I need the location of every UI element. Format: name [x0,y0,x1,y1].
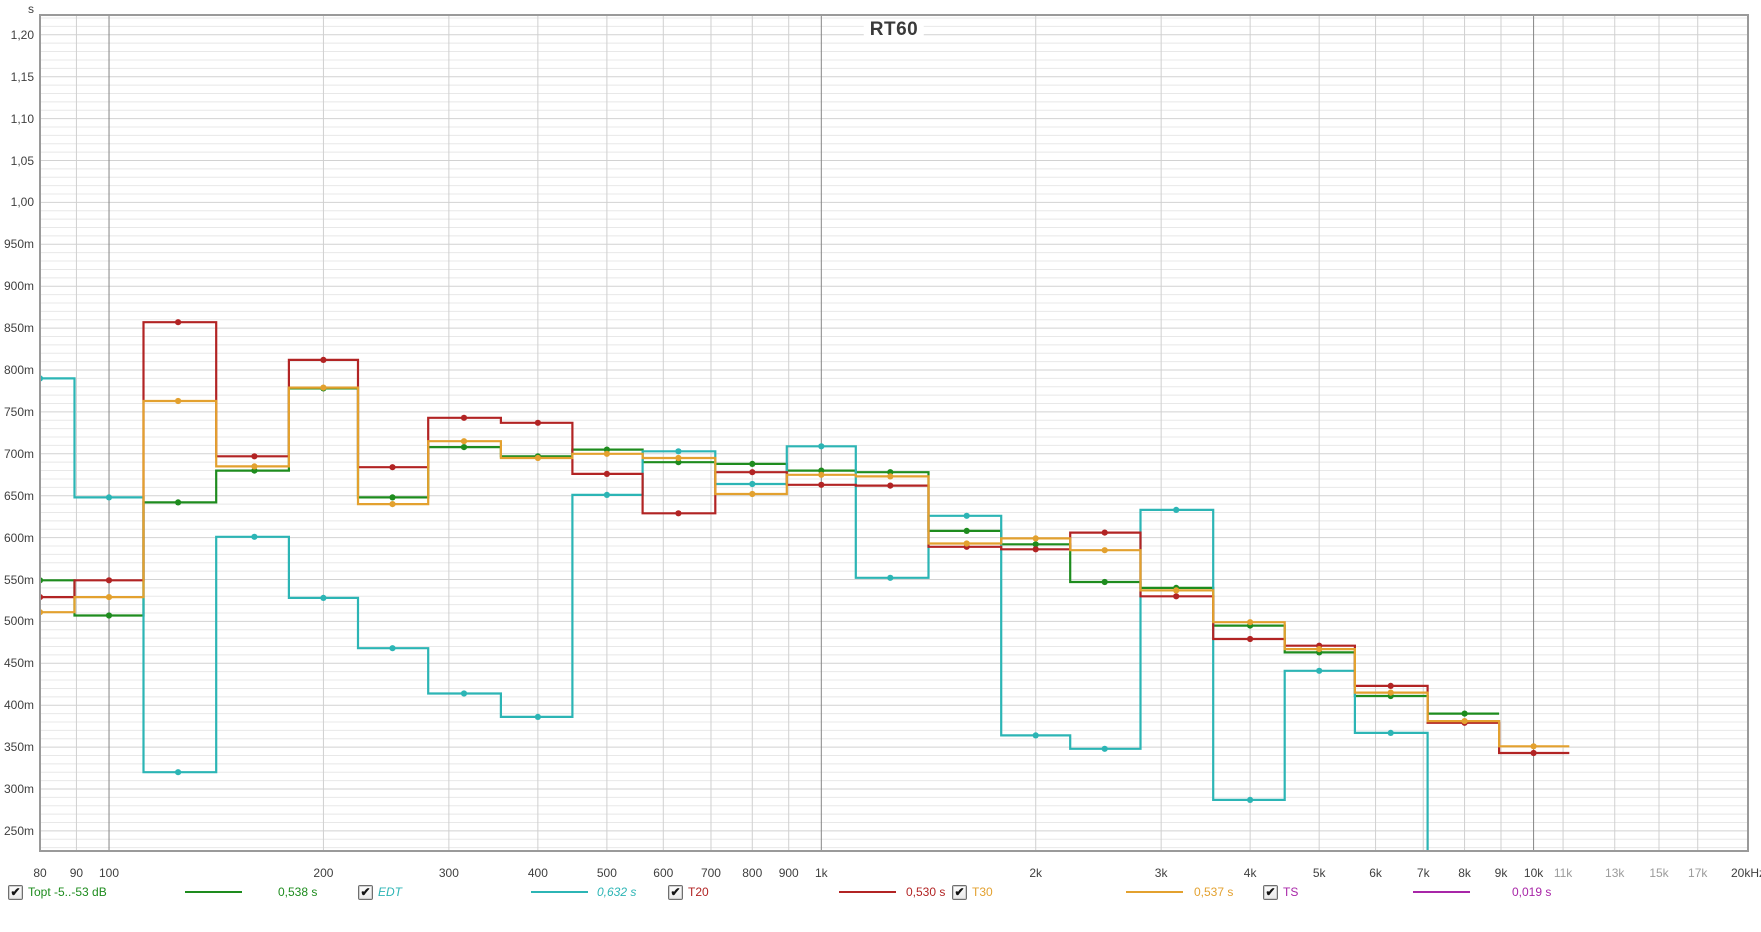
x-tick-2k: 2k [1029,866,1043,880]
y-tick-350m: 350m [3,740,34,755]
x-tick-500: 500 [596,866,617,880]
y-tick-900m: 900m [3,279,34,294]
y-tick-650m: 650m [3,488,34,503]
y-axis-unit: s [28,2,34,16]
x-tick-5k: 5k [1312,866,1326,880]
x-tick-8k: 8k [1458,866,1471,880]
y-tick-300m: 300m [3,782,34,796]
ts-label: TS [1283,885,1299,899]
edt-line-swatch [531,891,588,893]
y-tick-500m: 500m [3,614,34,629]
y-tick-800m: 800m [3,363,34,377]
topt-label: Topt -5..-53 dB [28,885,107,899]
edt-value: 0,632 s [597,885,637,899]
y-tick-600m: 600m [3,530,34,545]
t20-label: T20 [688,885,709,899]
x-tick-800: 800 [742,866,763,880]
legend-group-t20: ✔ T20 0,530 s [668,884,998,900]
t20-line-swatch [839,891,896,893]
x-tick-400: 400 [527,866,548,880]
legend-group-topt: ✔ Topt -5..-53 dB 0,538 s [8,884,338,900]
chart-title: RT60 [863,19,925,41]
x-tick-15k: 15k [1649,866,1669,880]
t30-series [40,384,1570,750]
legend-group-t30: ✔ T30 0,537 s [952,884,1282,900]
x-tick-900: 900 [778,866,799,880]
x-tick-13k: 13k [1605,866,1625,880]
t30-series-line [40,386,1570,748]
edt-label: EDT [378,885,402,899]
plot-border [39,14,1749,852]
x-tick-3k: 3k [1154,866,1168,880]
t30-checkbox[interactable]: ✔ [952,885,967,900]
topt-line-swatch [185,891,242,893]
x-tick-4k: 4k [1243,866,1257,880]
y-tick-1,00: 1,00 [10,195,34,210]
y-tick-400m: 400m [3,698,34,713]
x-tick-200: 200 [313,866,334,880]
x-tick-100: 100 [99,866,120,880]
x-tick-700: 700 [700,866,721,880]
x-tick-7k: 7k [1416,866,1430,880]
y-tick-850m: 850m [3,321,34,336]
y-tick-1,05: 1,05 [10,153,34,168]
y-tick-550m: 550m [3,572,34,587]
y-tick-1,20: 1,20 [10,27,34,42]
x-tick-17k: 17k [1688,866,1708,880]
x-tick-10k: 10k [1523,866,1544,880]
x-tick-20kHz: 20kHz [1730,866,1761,880]
ts-line-swatch [1413,891,1470,893]
ts-checkbox[interactable]: ✔ [1263,885,1278,900]
vertical-gridlines [75,15,1699,851]
y-tick-700m: 700m [3,446,34,461]
y-tick-250m: 250m [3,823,34,838]
x-tick-6k: 6k [1369,866,1382,880]
x-tick-600: 600 [653,866,674,880]
x-tick-11k: 11k [1553,866,1573,880]
t20-checkbox[interactable]: ✔ [668,885,683,900]
edt-checkbox[interactable]: ✔ [358,885,373,900]
legend-bar: ✔ Topt -5..-53 dB 0,538 s ✔ EDT 0,632 s … [0,884,1761,904]
plot-background [40,15,1748,851]
legend-group-ts: ✔ TS 0,019 s [1263,884,1593,900]
x-tick-90: 90 [69,866,84,880]
x-tick-1k: 1k [814,866,828,880]
y-tick-1,10: 1,10 [10,111,34,126]
t20-band-markers [40,319,1537,757]
t30-value: 0,537 s [1194,885,1234,899]
t30-line-swatch [1126,891,1183,893]
x-tick-300: 300 [438,866,459,880]
t30-label: T30 [972,885,993,899]
t30-band-markers [40,384,1537,750]
t20-value: 0,530 s [906,885,946,899]
horizontal-gridlines [40,17,1748,849]
topt-checkbox[interactable]: ✔ [8,885,23,900]
y-tick-750m: 750m [3,404,34,419]
ts-value: 0,019 s [1512,885,1552,899]
x-tick-9k: 9k [1494,866,1508,880]
x-tick-80: 80 [33,866,47,880]
y-tick-450m: 450m [3,656,34,671]
topt-value: 0,538 s [278,885,318,899]
legend-group-edt: ✔ EDT 0,632 s [358,884,688,900]
y-tick-950m: 950m [3,237,34,252]
y-tick-1,15: 1,15 [10,69,34,84]
